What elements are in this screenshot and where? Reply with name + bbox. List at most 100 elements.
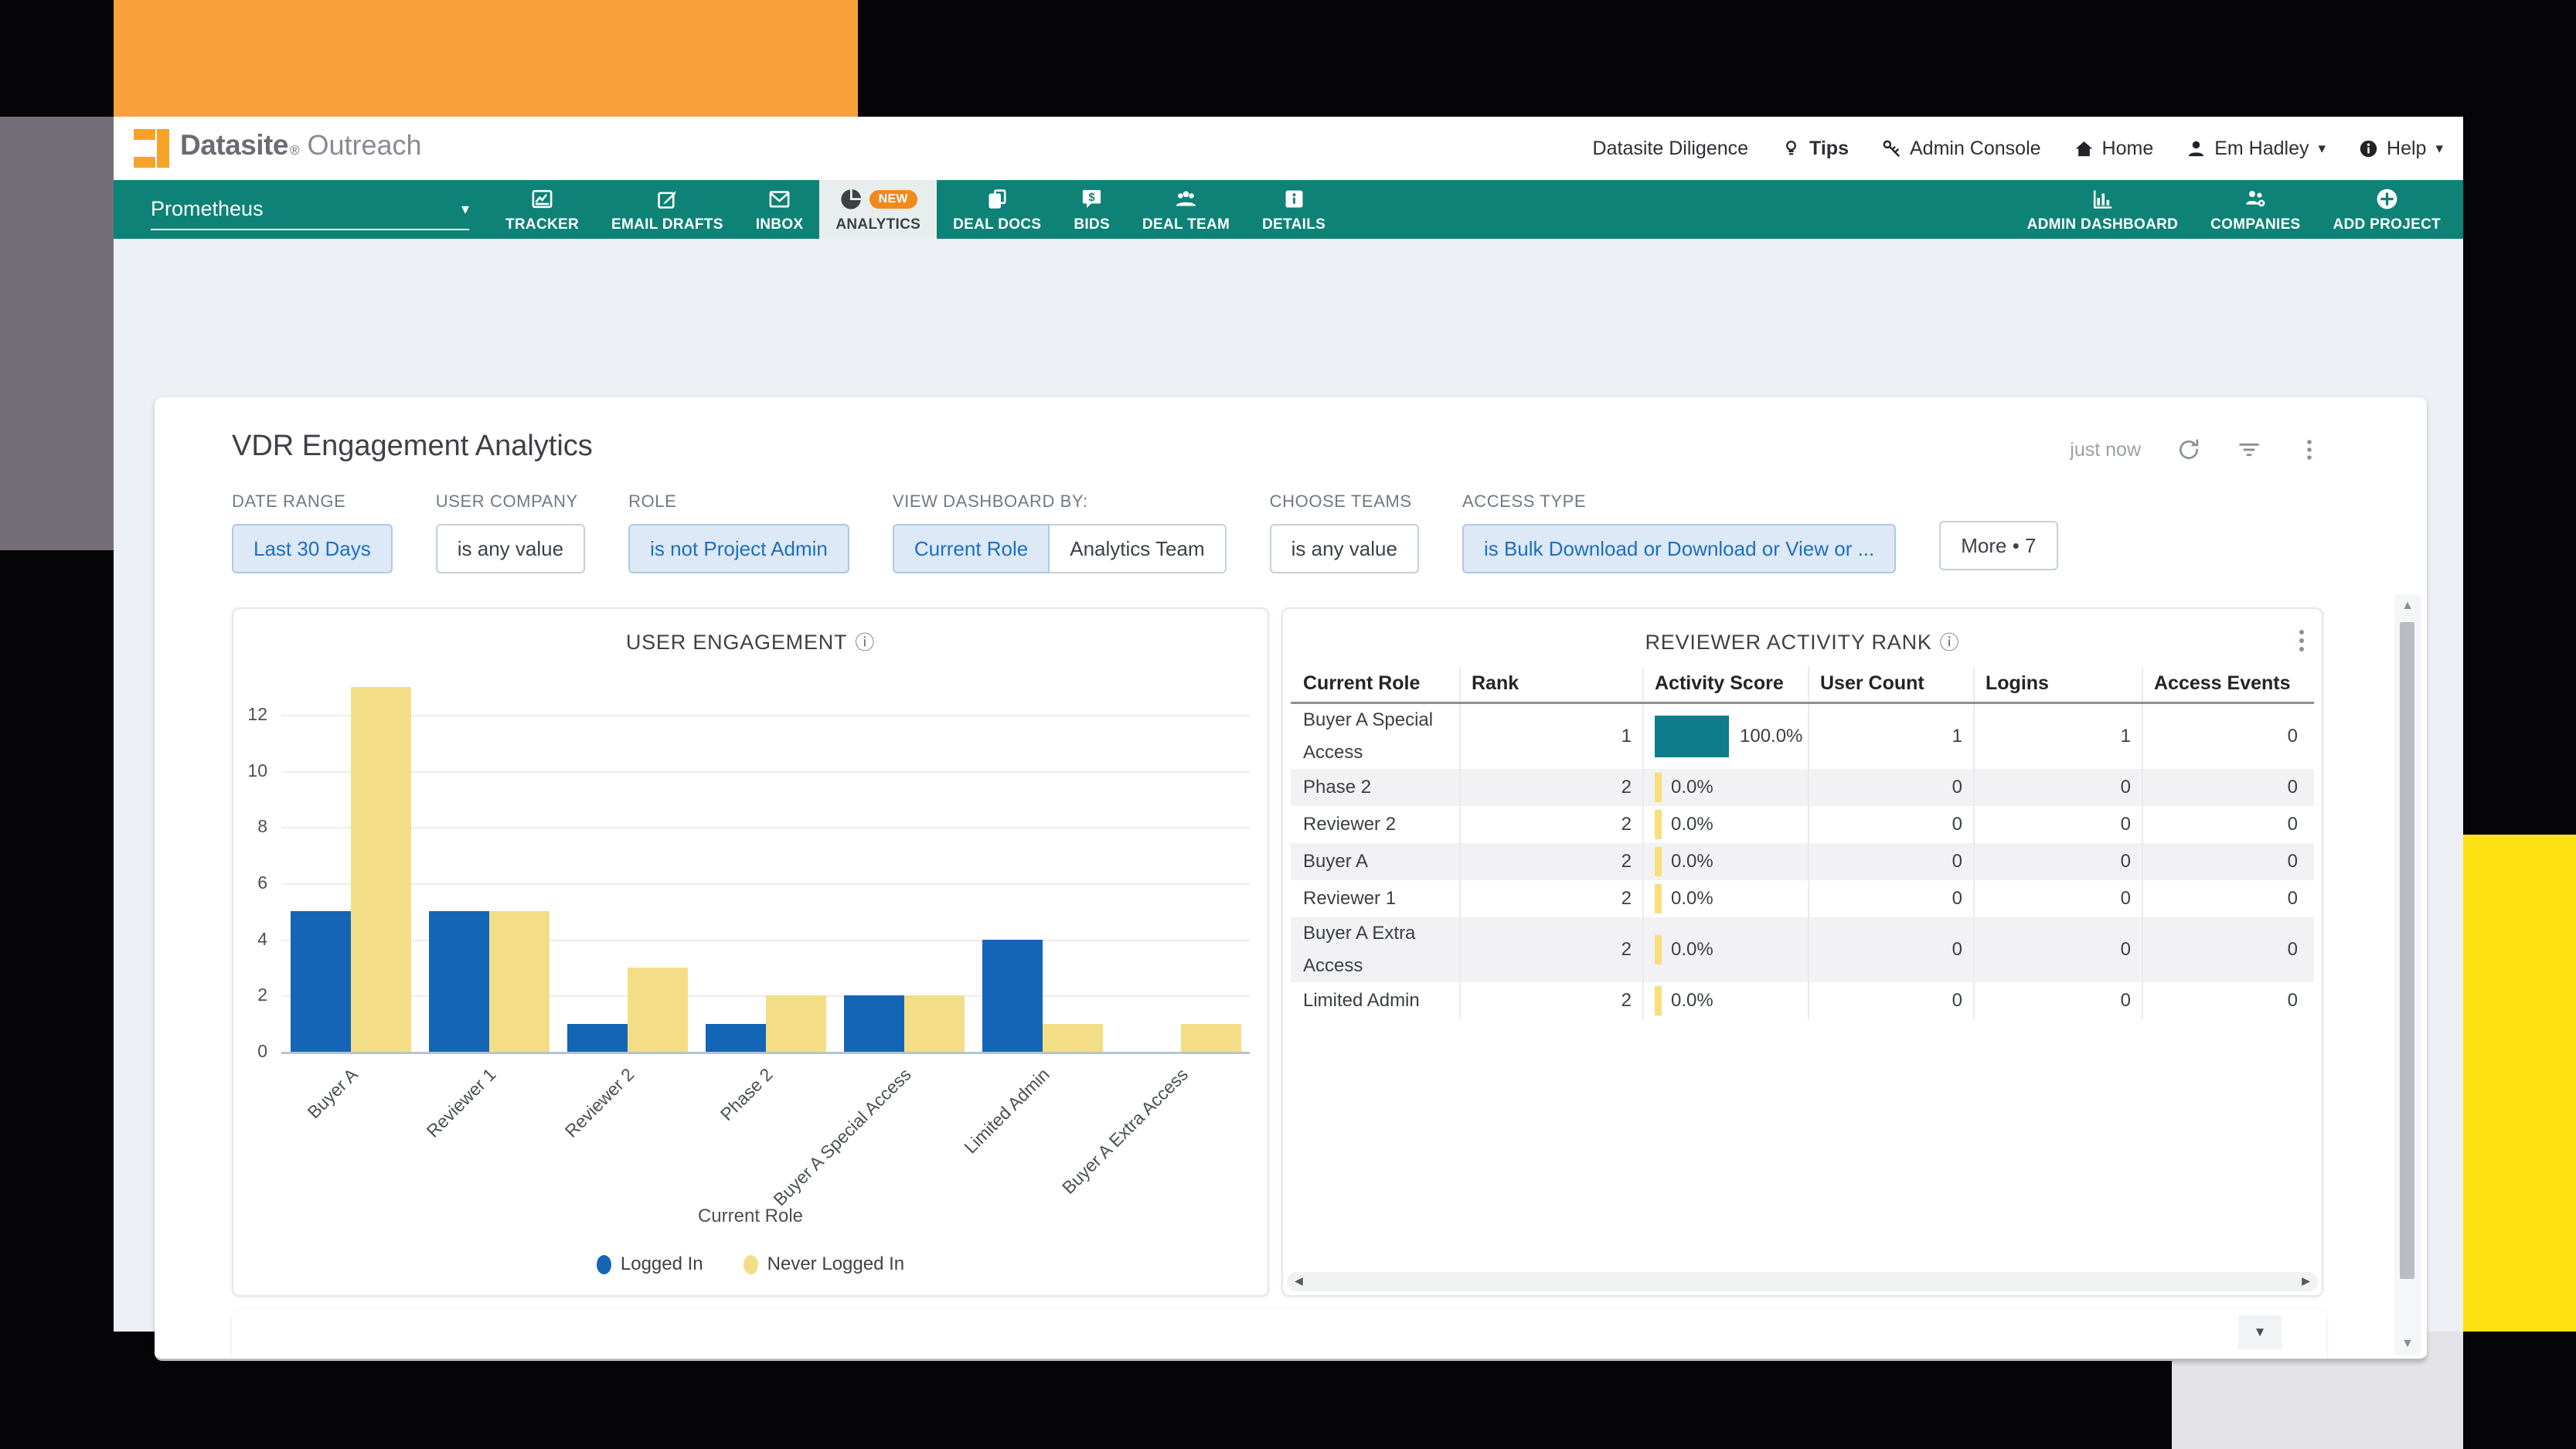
scroll-up-icon[interactable]: ▲ [2401,599,2414,612]
table-menu-button[interactable] [2299,626,2305,655]
table-row[interactable]: Buyer A 2 0.0% 0 0 0 [1291,843,2314,880]
tab-bids[interactable]: $ BIDS [1057,180,1126,239]
cell-logins: 0 [1973,843,2142,880]
bar-never-logged-in-limited-admin[interactable] [1042,1023,1103,1052]
chart-legend: Logged In Never Logged In [233,1253,1268,1275]
top-nav-label: Em Hadley [2214,137,2309,159]
bar-never-logged-in-buyer-a[interactable] [350,686,411,1052]
table-row[interactable]: Reviewer 2 2 0.0% 0 0 0 [1291,806,2314,843]
cell-activity-score: 0.0% [1642,806,1808,843]
top-nav-em-hadley[interactable]: Em Hadley ▾ [2186,138,2326,160]
refresh-button[interactable] [2176,437,2201,462]
cell-rank: 2 [1459,982,1642,1019]
tab-tracker[interactable]: TRACKER [489,180,595,239]
vertical-scroll-thumb[interactable] [2400,622,2414,1279]
top-nav-help[interactable]: Help ▾ [2358,138,2443,160]
filter-label: ROLE [628,492,677,511]
bar-logged-in-reviewer-2[interactable] [567,1023,628,1052]
y-tick-label: 2 [257,985,267,1005]
table-row[interactable]: Buyer A Extra Access 2 0.0% 0 0 0 [1291,917,2314,982]
reviewer-activity-rank-card: REVIEWER ACTIVITY RANK ⓘ Current Role Rank… [1281,607,2323,1297]
top-nav-tips[interactable]: Tips [1781,138,1849,160]
x-axis-label: Limited Admin [960,1064,1053,1158]
filter-label: VIEW DASHBOARD BY: [892,492,1088,511]
top-nav-datasite-diligence[interactable]: Datasite Diligence [1593,138,1749,160]
column-header-user-count[interactable]: User Count [1808,666,1973,702]
horizontal-scrollbar[interactable]: ◀ ▶ [1287,1272,2318,1291]
bar-never-logged-in-reviewer-1[interactable] [488,911,550,1052]
bar-logged-in-buyer-a-special-access[interactable] [843,995,904,1052]
app-window: Datasite ® Outreach Datasite Diligence Tip… [114,117,2463,1361]
action-admin-dashboard[interactable]: ADMIN DASHBOARD [2011,180,2195,239]
table-row[interactable]: Buyer A Special Access 1 100.0% 1 1 0 [1291,704,2314,769]
action-add-project[interactable]: ADD PROJECT [2317,180,2457,239]
column-header-rank[interactable]: Rank [1459,666,1642,702]
legend-logged-in[interactable]: Logged In [596,1253,703,1275]
tab-analytics[interactable]: NEW ANALYTICS [819,180,938,239]
column-header-current-role[interactable]: Current Role [1303,672,1421,695]
tab-details[interactable]: DETAILS [1246,180,1342,239]
tile-dropdown[interactable]: ▼ [2150,1315,2282,1349]
filter-value-access-type[interactable]: is Bulk Download or Download or View or … [1462,524,1897,573]
filters-button[interactable] [2237,437,2261,462]
infocircle-icon [2360,140,2377,157]
bar-logged-in-buyer-a[interactable] [290,911,351,1052]
column-header-access-events[interactable]: Access Events [2142,666,2309,702]
tab-deal-docs[interactable]: DEAL DOCS [937,180,1057,239]
table-row[interactable]: Limited Admin 2 0.0% 0 0 0 [1291,982,2314,1019]
legend-never-logged-in[interactable]: Never Logged In [743,1253,905,1275]
tab-email-drafts[interactable]: EMAIL DRAFTS [595,180,740,239]
chevron-down-icon: ▾ [2318,140,2326,157]
filter-value-choose-teams[interactable]: is any value [1269,524,1419,573]
filter-value-role[interactable]: is not Project Admin [628,524,849,573]
filter-value-user-company[interactable]: is any value [435,524,586,573]
bar-logged-in-limited-admin[interactable] [982,939,1043,1052]
vertical-scrollbar[interactable]: ▲ ▼ [2394,594,2421,1355]
table-row[interactable]: Reviewer 1 2 0.0% 0 0 0 [1291,880,2314,917]
cell-activity-score: 0.0% [1642,917,1808,982]
cell-logins: 0 [1973,806,2142,843]
cell-access-events: 0 [2142,806,2309,843]
filter-user-company: USER COMPANY is any value [435,492,586,573]
info-icon[interactable]: ⓘ [1939,632,1960,654]
filter-value-date-range[interactable]: Last 30 Days [232,524,393,573]
action-companies[interactable]: COMPANIES [2194,180,2316,239]
x-axis-title: Current Role [697,1206,804,1226]
top-nav-admin-console[interactable]: Admin Console [1881,138,2041,160]
tab-deal-team[interactable]: DEAL TEAM [1126,180,1246,239]
filter-option-current-role[interactable]: Current Role [892,524,1050,573]
top-nav-label: Help [2387,137,2427,159]
tab-inbox[interactable]: INBOX [740,180,820,239]
filter-access-type: ACCESS TYPE is Bulk Download or Download … [1462,492,1897,573]
cell-access-events: 0 [2142,769,2309,806]
filter-option-analytics-team[interactable]: Analytics Team [1050,524,1227,573]
bar-logged-in-reviewer-1[interactable] [428,911,489,1052]
bar-never-logged-in-buyer-a-special-access[interactable] [903,995,965,1052]
more-filters-button[interactable]: More • 7 [1939,521,2058,570]
lightbulb-icon [1786,140,1796,155]
info-icon[interactable]: ⓘ [855,632,876,654]
bar-never-logged-in-phase-2[interactable] [765,995,826,1052]
bar-logged-in-phase-2[interactable] [705,1023,766,1052]
cell-logins: 0 [1973,917,2142,982]
column-header-activity-score[interactable]: Activity Score [1642,666,1808,702]
cell-user-count: 0 [1808,843,1973,880]
project-selector[interactable]: Prometheus ▾ [151,189,469,230]
scroll-down-icon[interactable]: ▼ [2401,1337,2414,1350]
decor-yellow-block [2463,835,2576,1332]
bar-never-logged-in-reviewer-2[interactable] [627,968,688,1052]
bar-never-logged-in-buyer-a-extra-access[interactable] [1180,1023,1241,1052]
column-header-logins[interactable]: Logins [1973,666,2142,702]
dashboard-menu-button[interactable] [2297,437,2322,462]
table-row[interactable]: Phase 2 2 0.0% 0 0 0 [1291,769,2314,806]
datasite-logo-icon [134,129,169,168]
cell-user-count: 0 [1808,880,1973,917]
scroll-left-icon[interactable]: ◀ [1295,1274,1303,1287]
datasite-logo[interactable]: Datasite ® Outreach [134,129,422,168]
filter-label: ACCESS TYPE [1462,492,1587,511]
cell-rank: 2 [1459,880,1642,917]
activity-score-bar [1655,986,1662,1015]
scroll-right-icon[interactable]: ▶ [2302,1274,2310,1287]
legend-label: Never Logged In [767,1253,905,1274]
top-nav-home[interactable]: Home [2074,138,2153,160]
